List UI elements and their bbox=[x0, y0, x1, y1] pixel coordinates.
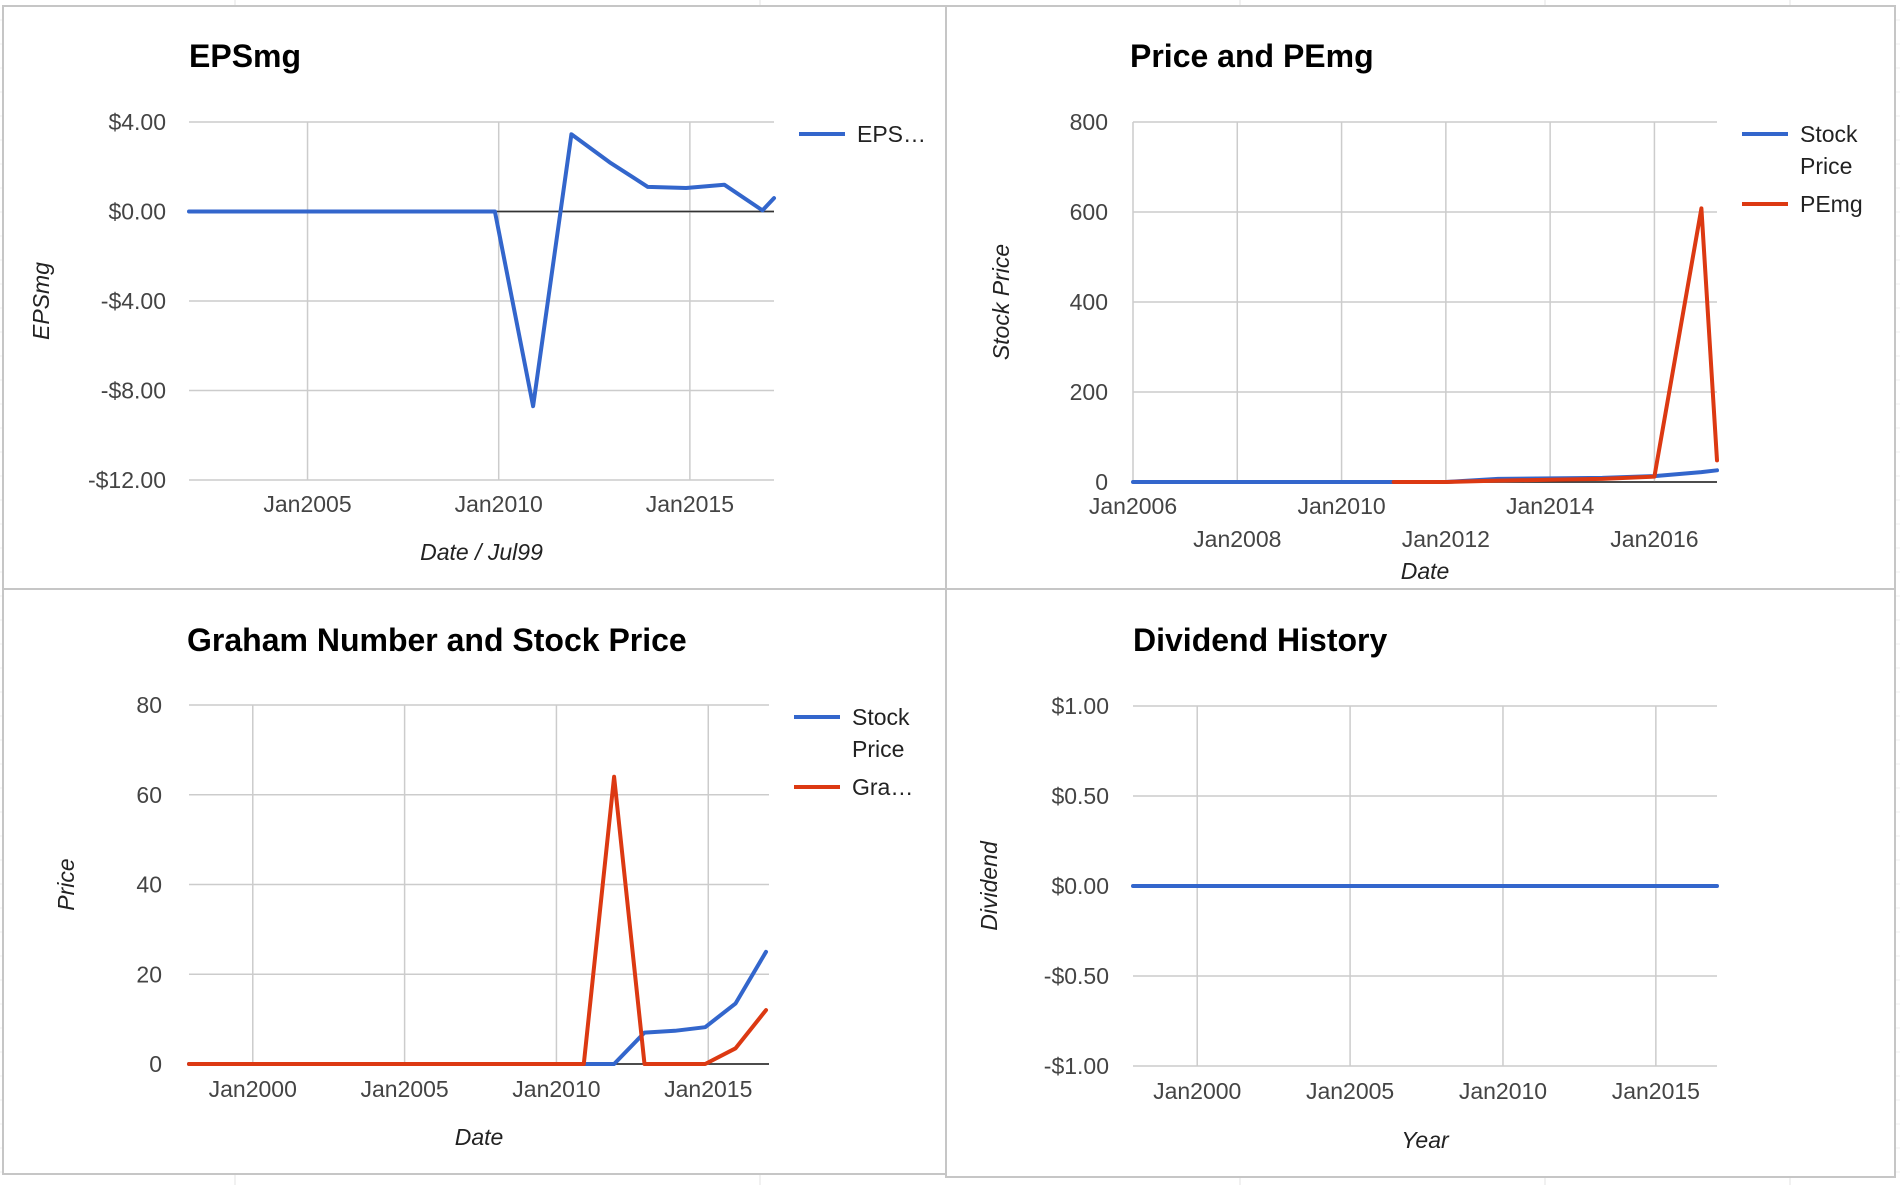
y-tick-label: $0.50 bbox=[1051, 783, 1109, 809]
epsmg-chart-panel[interactable]: EPSmg $4.00 $0.00 -$4.00 -$8.00 -$12.00 Jan20… bbox=[2, 5, 947, 592]
x-tick-label: Jan2005 bbox=[1306, 1078, 1394, 1104]
legend-label: Price bbox=[1800, 153, 1852, 179]
y-tick-label: 400 bbox=[1070, 289, 1108, 315]
y-tick-label: $4.00 bbox=[108, 109, 166, 135]
x-tick-label: Jan2014 bbox=[1506, 493, 1594, 519]
y-tick-label: $1.00 bbox=[1051, 693, 1109, 719]
blue-series-line bbox=[187, 132, 776, 409]
x-axis-title: Date / Jul99 bbox=[420, 539, 543, 565]
y-axis-title: Dividend bbox=[976, 840, 1002, 931]
x-tick-label: Jan2010 bbox=[455, 491, 543, 517]
legend-label: Stock bbox=[852, 704, 910, 730]
dividend-history-chart: Dividend History $1.00 $0.50 $0.00 -$0.50 -$… bbox=[976, 622, 1719, 1153]
y-tick-label: 200 bbox=[1070, 379, 1108, 405]
chart-title: Price and PEmg bbox=[1130, 38, 1374, 74]
epsmg-chart: EPSmg $4.00 $0.00 -$4.00 -$8.00 -$12.00 Jan20… bbox=[28, 38, 926, 565]
y-tick-label: 0 bbox=[1095, 469, 1108, 495]
price-pemg-chart-panel[interactable]: Price and PEmg 800 600 400 200 0 Jan2006 Jan20… bbox=[945, 5, 1896, 592]
dividend-chart-panel[interactable]: Dividend History $1.00 $0.50 $0.00 -$0.50 -$… bbox=[945, 588, 1896, 1178]
x-tick-label: Jan2005 bbox=[360, 1076, 448, 1102]
x-tick-label: Jan2015 bbox=[1612, 1078, 1700, 1104]
y-tick-label: $0.00 bbox=[1051, 873, 1109, 899]
y-axis-title: Stock Price bbox=[988, 244, 1014, 360]
x-tick-label: Jan2016 bbox=[1610, 526, 1698, 552]
chart-title: Dividend History bbox=[1133, 622, 1387, 658]
x-tick-label: Jan2000 bbox=[209, 1076, 297, 1102]
graham-chart-panel[interactable]: Graham Number and Stock Price 80 60 40 20 0 J… bbox=[2, 588, 947, 1175]
y-tick-label: -$4.00 bbox=[101, 288, 166, 314]
x-tick-label: Jan2008 bbox=[1193, 526, 1281, 552]
x-tick-label: Jan2015 bbox=[664, 1076, 752, 1102]
x-tick-label: Jan2010 bbox=[1297, 493, 1385, 519]
x-axis-title: Date bbox=[1401, 558, 1450, 584]
y-tick-label: $0.00 bbox=[108, 199, 166, 225]
x-tick-label: Jan2012 bbox=[1402, 526, 1490, 552]
red-series-line bbox=[187, 774, 768, 1066]
y-axis-title: Price bbox=[53, 858, 79, 910]
chart-title: EPSmg bbox=[189, 38, 301, 74]
y-tick-label: 20 bbox=[136, 961, 162, 987]
legend-label: Stock bbox=[1800, 121, 1858, 147]
legend-label: EPS… bbox=[857, 121, 926, 147]
y-tick-label: -$1.00 bbox=[1044, 1053, 1109, 1079]
y-tick-label: 0 bbox=[149, 1051, 162, 1077]
graham-number-chart: Graham Number and Stock Price 80 60 40 20 0 J… bbox=[53, 622, 913, 1150]
red-series-line bbox=[1391, 206, 1719, 484]
y-tick-label: 800 bbox=[1070, 109, 1108, 135]
y-tick-label: 60 bbox=[136, 782, 162, 808]
y-tick-label: 600 bbox=[1070, 199, 1108, 225]
x-tick-label: Jan2000 bbox=[1153, 1078, 1241, 1104]
y-tick-label: -$12.00 bbox=[88, 467, 166, 493]
blue-series-line bbox=[187, 949, 768, 1066]
x-tick-label: Jan2015 bbox=[646, 491, 734, 517]
y-tick-label: 80 bbox=[136, 692, 162, 718]
y-tick-label: -$8.00 bbox=[101, 378, 166, 404]
x-tick-label: Jan2010 bbox=[512, 1076, 600, 1102]
legend-label: Price bbox=[852, 736, 904, 762]
y-axis-title: EPSmg bbox=[28, 262, 54, 340]
x-tick-label: Jan2005 bbox=[263, 491, 351, 517]
y-tick-label: 40 bbox=[136, 872, 162, 898]
x-tick-label: Jan2010 bbox=[1459, 1078, 1547, 1104]
legend-label: PEmg bbox=[1800, 191, 1863, 217]
y-tick-label: -$0.50 bbox=[1044, 963, 1109, 989]
x-axis-title: Date bbox=[455, 1124, 504, 1150]
chart-title: Graham Number and Stock Price bbox=[187, 622, 687, 658]
x-axis-title: Year bbox=[1401, 1127, 1450, 1153]
legend-label: Gra… bbox=[852, 774, 913, 800]
x-tick-label: Jan2006 bbox=[1089, 493, 1177, 519]
